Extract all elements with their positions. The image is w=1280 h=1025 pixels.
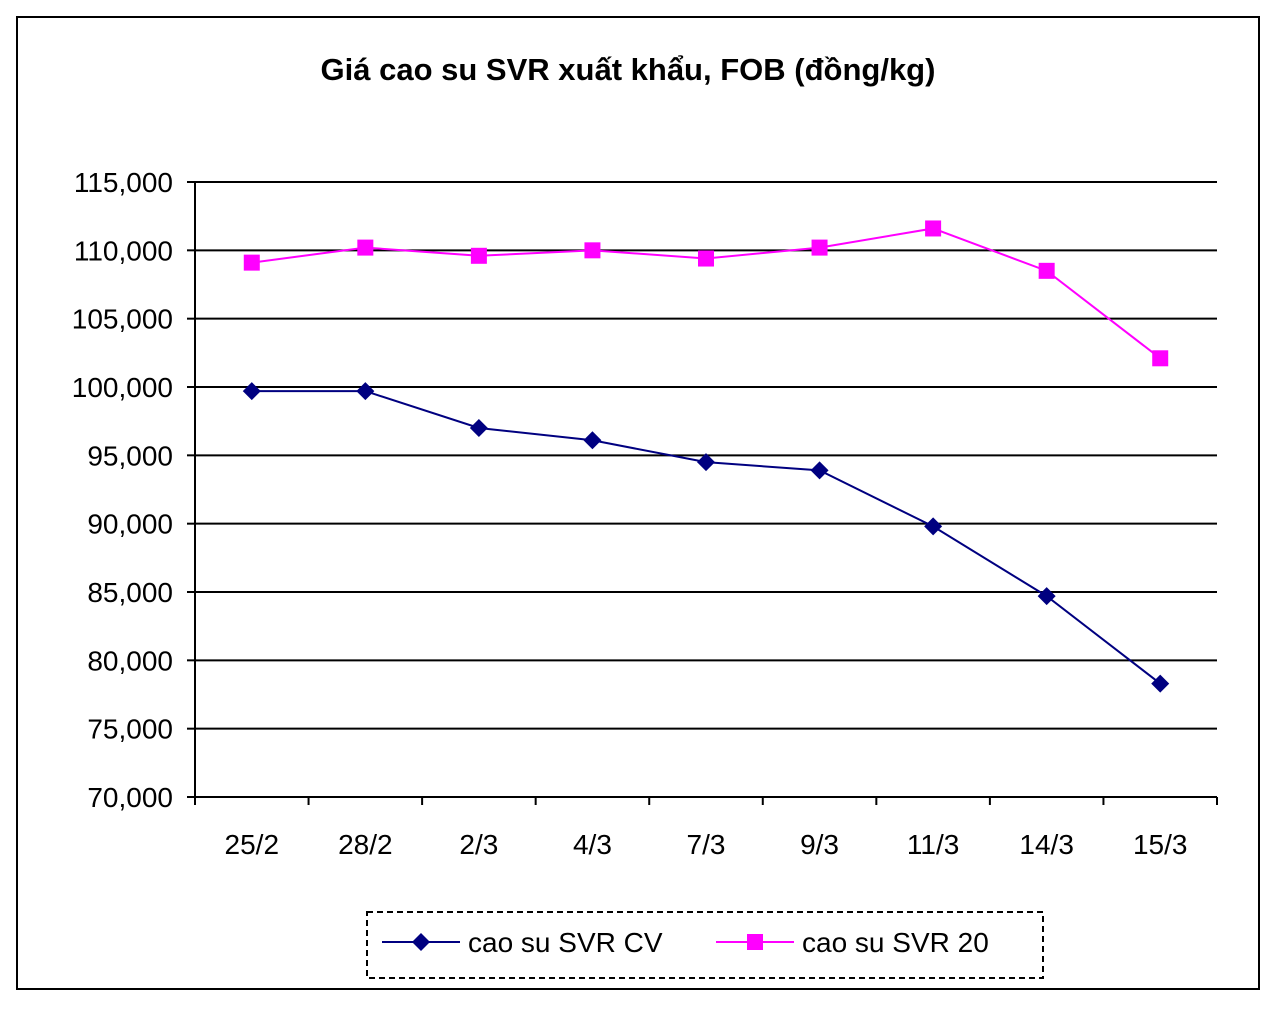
series-line [251, 390, 1161, 685]
x-tick-label: 15/3 [1133, 829, 1188, 860]
data-point [697, 453, 715, 472]
legend-entry: cao su SVR CV [382, 927, 663, 958]
y-tick-label: 110,000 [74, 235, 173, 266]
x-tick-label: 4/3 [573, 829, 612, 860]
y-tick-label: 85,000 [87, 577, 173, 608]
data-point [1038, 262, 1055, 279]
y-tick-label: 70,000 [87, 782, 173, 813]
y-tick-label: 95,000 [87, 440, 173, 471]
y-tick-label: 75,000 [87, 714, 173, 745]
series [242, 220, 1170, 693]
y-tick-label: 80,000 [87, 645, 173, 676]
x-tick-label: 14/3 [1019, 829, 1074, 860]
legend: cao su SVR CV cao su SVR 20 [366, 911, 1044, 979]
y-tick-label: 105,000 [72, 304, 173, 335]
legend-marker [412, 933, 430, 951]
y-tick-label: 115,000 [74, 167, 173, 198]
legend-items: cao su SVR CV cao su SVR 20 [382, 927, 989, 958]
data-point [357, 239, 374, 256]
x-tick-label: 9/3 [800, 829, 839, 860]
gridlines [195, 181, 1217, 730]
series-line [251, 227, 1161, 360]
legend-marker [747, 934, 763, 950]
x-tick-label: 7/3 [687, 829, 726, 860]
y-tick-label: 100,000 [72, 372, 173, 403]
data-point [811, 239, 828, 256]
data-point [1151, 674, 1170, 693]
data-point [1037, 587, 1056, 606]
legend-label: cao su SVR 20 [802, 927, 989, 958]
y-tick-label: 90,000 [87, 509, 173, 540]
data-point [242, 382, 261, 401]
legend-box [366, 911, 1044, 979]
data-point [924, 517, 943, 536]
axes: 70,000 75,000 80,000 85,000 90,000 95,000 100,… [72, 167, 1218, 860]
data-point [810, 461, 829, 480]
data-point [584, 242, 601, 259]
legend-label: cao su SVR CV [468, 927, 663, 958]
data-point [1152, 350, 1169, 367]
x-tick-label: 28/2 [338, 829, 393, 860]
legend-entry: cao su SVR 20 [716, 927, 989, 958]
x-tick-label: 2/3 [459, 829, 498, 860]
data-point [583, 431, 602, 450]
x-tick-label: 25/2 [225, 829, 280, 860]
x-tick-label: 11/3 [907, 829, 959, 860]
data-point [243, 254, 260, 271]
data-point [469, 419, 488, 437]
data-point [925, 220, 942, 237]
chart-title: Giá cao su SVR xuất khẩu, FOB (đồng/kg) [321, 52, 936, 87]
chart-frame [16, 16, 1260, 990]
data-point [698, 250, 714, 267]
data-point [356, 382, 375, 401]
series-2 [243, 220, 1169, 367]
series-1 [242, 382, 1170, 693]
data-point [470, 247, 487, 264]
